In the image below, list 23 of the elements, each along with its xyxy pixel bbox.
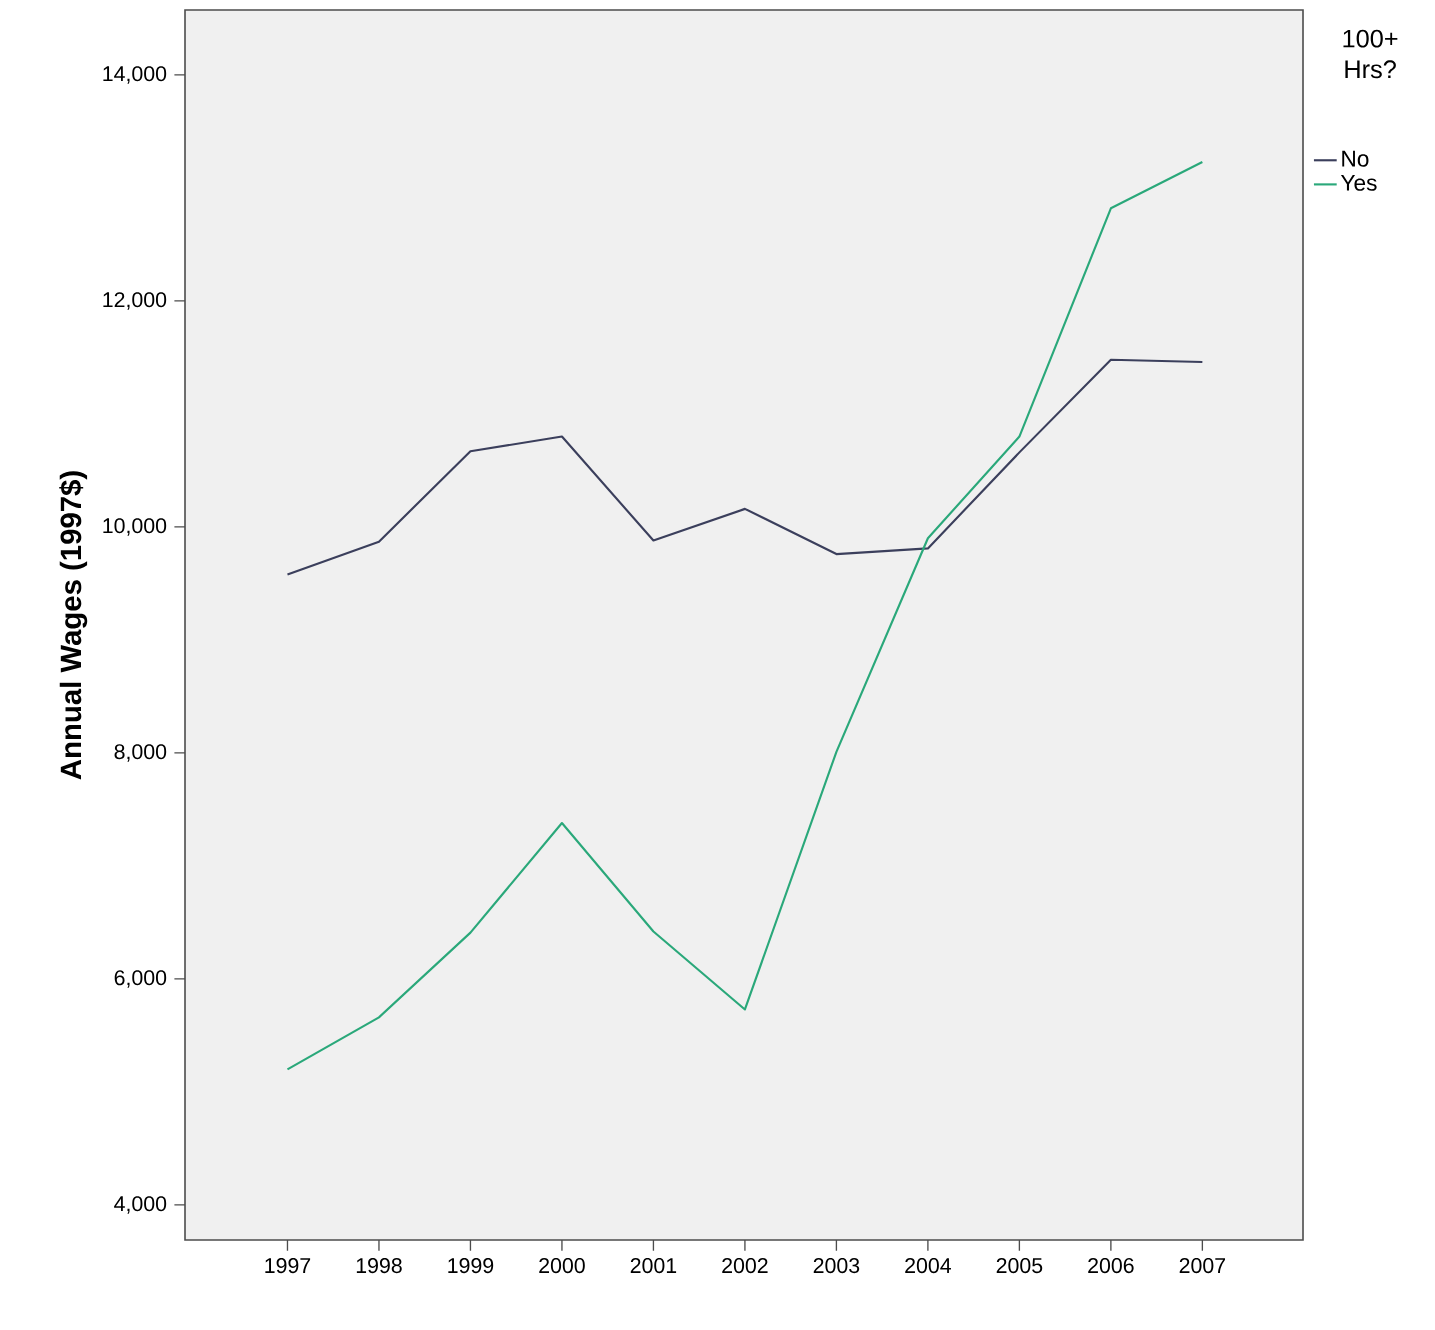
x-tick-label: 2004 (905, 1258, 951, 1274)
y-tick-label: 14,000 (103, 66, 167, 84)
x-tick-label: 1997 (265, 1258, 311, 1274)
y-tick-label: 12,000 (103, 292, 167, 310)
x-tick-label: 1998 (356, 1258, 402, 1274)
legend-label: Yes (1340, 175, 1377, 191)
x-tick-label: 2003 (813, 1258, 860, 1274)
x-tick-label: 2000 (539, 1258, 585, 1274)
x-tick-label: 2002 (722, 1258, 768, 1274)
legend-title: 100+ Hrs? (1343, 29, 1398, 79)
x-tick-label: 2001 (630, 1258, 677, 1274)
x-tick-label: 2007 (1179, 1258, 1226, 1274)
y-tick-label: 10,000 (103, 518, 167, 536)
line-series (286, 358, 1204, 576)
y-tick-label: 8,000 (114, 744, 167, 762)
y-axis-title: Annual Wages (1997$) (59, 471, 88, 780)
x-tick-label: 2005 (996, 1258, 1043, 1274)
y-tick-label: 6,000 (114, 970, 167, 988)
x-tick-label: 1999 (448, 1258, 494, 1274)
line-series (286, 160, 1204, 1071)
x-tick-label: 2006 (1088, 1258, 1134, 1274)
legend-label: No (1342, 150, 1369, 167)
y-tick-label: 4,000 (114, 1196, 167, 1214)
